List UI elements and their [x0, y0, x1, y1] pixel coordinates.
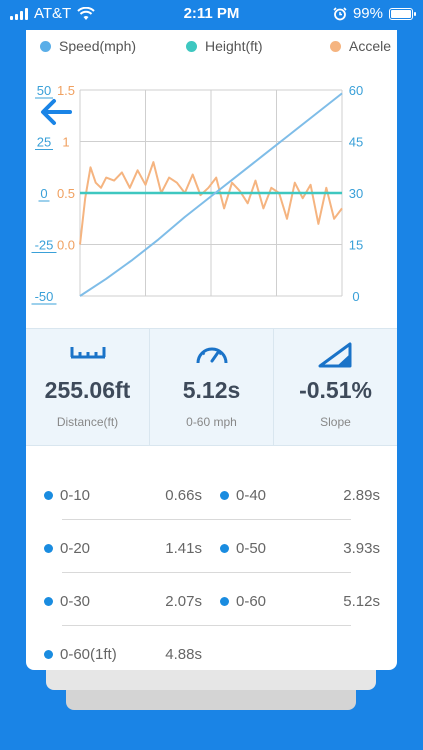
accel-axis-tick: 0.5: [57, 186, 75, 201]
split-label: 0-30: [60, 593, 91, 610]
chart-legend: Speed(mph) Height(ft) Accele: [40, 38, 397, 58]
series-line-accele: [79, 161, 343, 245]
ruler-icon: [70, 347, 105, 359]
card-stack-middle: [46, 668, 376, 690]
split-label: 0-50: [236, 540, 267, 557]
speedometer-icon: [196, 347, 227, 364]
legend-dot-speed: [40, 40, 51, 52]
split-label: 0-40: [236, 487, 267, 504]
split-label: 0-10: [60, 487, 91, 504]
distance-label: Distance(ft): [56, 415, 119, 429]
status-bar: AT&T 2:11 PM 99%: [0, 0, 423, 30]
legend-label-accel: Accele: [349, 38, 392, 54]
stat-slope: -0.51% Slope: [274, 329, 397, 445]
split-bullet: [44, 544, 53, 553]
legend-item-accel[interactable]: Accele: [330, 38, 391, 54]
split-label: 0-60(1ft): [60, 646, 117, 663]
stat-zero-to-sixty: 5.12s 0-60 mph: [150, 329, 274, 445]
split-row: 0-20 1.41s: [44, 539, 202, 559]
carrier-label: AT&T: [34, 5, 72, 22]
distance-value: 255.06ft: [44, 377, 131, 403]
divider: [62, 572, 351, 573]
status-left: AT&T: [10, 5, 95, 22]
slope-icon: [318, 342, 351, 368]
slope-label: Slope: [320, 415, 351, 429]
split-bullet: [220, 544, 229, 553]
split-bullet: [44, 491, 53, 500]
split-label: 0-20: [60, 540, 91, 557]
alarm-icon: [333, 6, 347, 20]
stat-distance: 255.06ft Distance(ft): [26, 329, 150, 445]
signal-icon: [10, 7, 28, 20]
split-row: 0-60(1ft) 4.88s: [44, 645, 202, 665]
split-bullet: [220, 597, 229, 606]
split-row: 0-60 5.12s: [220, 592, 380, 612]
divider: [62, 519, 351, 520]
split-time: 5.12s: [343, 593, 380, 610]
speed-axis-tick: 60: [349, 83, 363, 98]
split-time: 3.93s: [343, 540, 380, 557]
legend-item-speed[interactable]: Speed(mph): [40, 38, 136, 54]
status-right: 99%: [333, 5, 416, 22]
split-time: 2.89s: [343, 487, 380, 504]
speed-axis-tick: 45: [349, 135, 363, 150]
split-time: 1.41s: [165, 540, 202, 557]
split-time: 2.07s: [165, 593, 202, 610]
split-bullet: [220, 491, 229, 500]
legend-dot-height: [186, 40, 197, 52]
split-time: 4.88s: [165, 646, 202, 663]
card-stack-back: [66, 686, 356, 710]
main-card: Speed(mph) Height(ft) Accele 50 25 0 -25 -50…: [26, 30, 397, 670]
split-label: 0-60: [236, 593, 267, 610]
zero-to-sixty-label: 0-60 mph: [186, 415, 237, 429]
wifi-icon: [77, 6, 95, 20]
split-bullet: [44, 650, 53, 659]
height-axis-tick: 25: [37, 135, 51, 150]
legend-label-speed: Speed(mph): [59, 38, 137, 54]
divider: [62, 625, 351, 626]
status-time: 2:11 PM: [183, 5, 240, 22]
accel-axis-tick: 1: [62, 135, 69, 150]
speed-chart: 50 25 0 -25 -50 1.5 1 0.5 0.0 60 45 30 15 0: [31, 83, 363, 305]
speed-axis-tick: 30: [349, 186, 363, 201]
accel-axis-tick: 1.5: [57, 83, 75, 98]
legend-dot-accel: [330, 40, 341, 52]
split-row: 0-30 2.07s: [44, 592, 202, 612]
speed-axis-tick: 15: [349, 238, 363, 253]
stats-row: 255.06ft Distance(ft) 5.12s 0-60 mph -0.…: [26, 328, 397, 446]
height-axis-tick: -25: [35, 238, 54, 253]
legend-label-height: Height(ft): [205, 38, 263, 54]
height-axis-tick: 50: [37, 83, 51, 98]
speed-axis-tick: 0: [352, 289, 359, 304]
split-row: 0-50 3.93s: [220, 539, 380, 559]
accel-axis-tick: 0.0: [57, 238, 75, 253]
zero-to-sixty-value: 5.12s: [182, 377, 241, 403]
battery-label: 99%: [352, 5, 383, 22]
height-axis-tick: -50: [35, 289, 54, 304]
split-time: 0.66s: [165, 487, 202, 504]
back-arrow-icon[interactable]: [36, 92, 76, 132]
split-bullet: [44, 597, 53, 606]
split-row: 0-40 2.89s: [220, 486, 380, 506]
legend-item-height[interactable]: Height(ft): [186, 38, 263, 54]
battery-icon: [389, 7, 416, 20]
series-line-speed-mph: [79, 92, 343, 297]
split-row: 0-10 0.66s: [44, 486, 202, 506]
height-axis-tick: 0: [40, 186, 47, 201]
slope-value: -0.51%: [299, 377, 372, 403]
